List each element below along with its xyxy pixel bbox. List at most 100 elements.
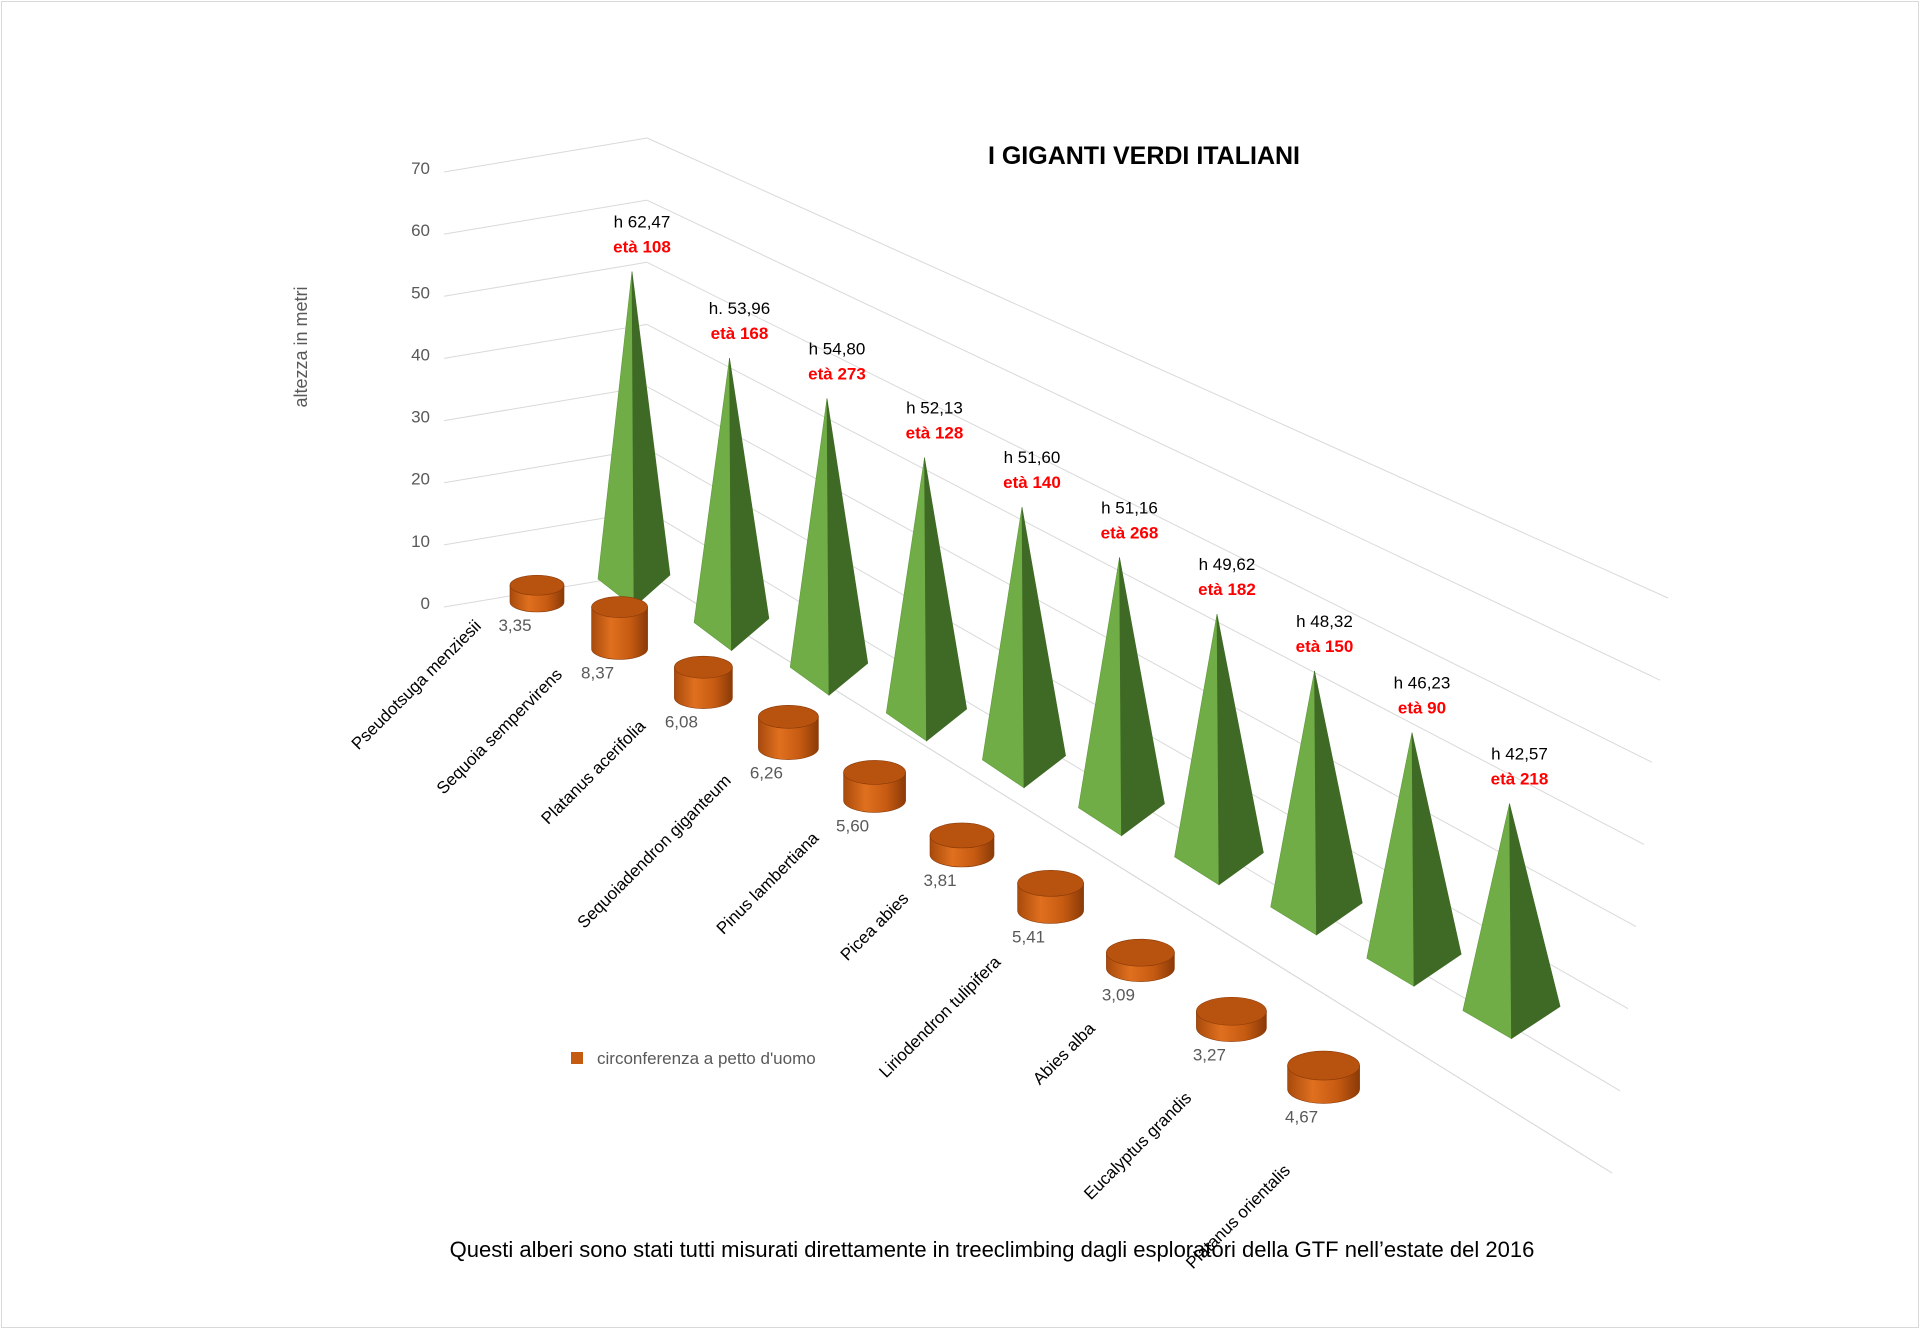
gridline — [646, 137, 1669, 599]
gridline — [646, 323, 1645, 845]
age-label: età 90 — [1398, 699, 1446, 718]
circumference-label: 5,41 — [1012, 927, 1045, 946]
height-pyramid — [1366, 732, 1415, 987]
circumference-label: 8,37 — [581, 663, 614, 682]
gridline-wall — [443, 386, 648, 422]
circumference-label: 6,26 — [750, 764, 783, 783]
height-pyramid — [982, 507, 1025, 789]
height-pyramid-shade — [729, 358, 770, 652]
height-pyramid-shade — [1411, 732, 1462, 987]
height-pyramid-shade — [631, 271, 671, 608]
circumference-cylinder-top — [509, 574, 565, 596]
height-pyramid — [1270, 670, 1317, 936]
category-label: Pseudotsuga menziesii — [348, 616, 485, 753]
circumference-cylinder-top — [1017, 870, 1084, 897]
height-pyramid-shade — [924, 457, 968, 742]
age-label: età 140 — [1003, 473, 1061, 492]
height-pyramid-shade — [1119, 557, 1165, 837]
gridline-wall — [443, 261, 648, 297]
height-pyramid-shade — [1216, 614, 1264, 886]
gridline-wall — [443, 199, 648, 235]
height-pyramid — [885, 457, 927, 742]
circumference-cylinder-top — [843, 760, 906, 785]
height-pyramid-shade — [826, 398, 869, 696]
gridline-wall — [443, 323, 648, 359]
category-label: Eucalyptus grandis — [1080, 1088, 1195, 1203]
height-pyramid — [693, 358, 732, 652]
height-pyramid — [1078, 557, 1122, 837]
gridline-wall — [443, 137, 648, 173]
height-label: h. 53,96 — [709, 299, 770, 318]
age-label: età 150 — [1296, 637, 1354, 656]
circumference-cylinder-top — [1287, 1050, 1360, 1081]
circumference-cylinder-top — [674, 655, 733, 679]
circumference-cylinder-top — [929, 822, 995, 849]
y-tick-label: 60 — [411, 221, 430, 240]
circumference-cylinder-top — [758, 704, 819, 729]
age-label: età 273 — [808, 364, 866, 383]
legend-swatch — [571, 1052, 583, 1064]
y-tick-label: 70 — [411, 159, 430, 178]
circumference-label: 6,08 — [665, 713, 698, 732]
height-label: h 51,60 — [1004, 448, 1061, 467]
category-label: Sequoia sempervirens — [433, 665, 566, 798]
data-labels: h 62,47 età 108 3,35 h. 53,96 età 168 8,37 h 5… — [498, 213, 1548, 1127]
y-axis-title: altezza in metri — [291, 286, 311, 407]
height-label: h 49,62 — [1199, 555, 1256, 574]
legend-label: circonferenza a petto d'uomo — [597, 1049, 816, 1068]
height-pyramid-shade — [1314, 670, 1363, 936]
height-label: h 48,32 — [1296, 612, 1353, 631]
category-label: Picea abies — [837, 889, 913, 965]
circumference-cylinder-top — [591, 596, 648, 618]
height-label: h 54,80 — [809, 339, 866, 358]
y-tick-label: 0 — [421, 594, 430, 613]
circumference-cylinder — [758, 716, 819, 760]
plot-area — [509, 271, 1561, 1104]
circumference-label: 3,09 — [1102, 986, 1135, 1005]
circumference-label: 3,27 — [1193, 1046, 1226, 1065]
height-label: h 52,13 — [906, 399, 963, 418]
y-tick-label: 50 — [411, 283, 430, 302]
category-label: Abies alba — [1029, 1019, 1099, 1089]
height-label: h 42,57 — [1491, 745, 1548, 764]
category-label: Liriodendron tulipifera — [875, 952, 1004, 1081]
circumference-label: 3,81 — [923, 871, 956, 890]
y-tick-label: 30 — [411, 408, 430, 427]
gridline — [646, 261, 1653, 763]
height-label: h 51,16 — [1101, 498, 1158, 517]
y-axis: 0 10 20 30 40 50 60 70 — [411, 159, 430, 613]
circumference-cylinder — [674, 666, 733, 709]
y-tick-label: 10 — [411, 532, 430, 551]
y-tick-label: 20 — [411, 470, 430, 489]
age-label: età 268 — [1101, 523, 1159, 542]
height-pyramid — [1174, 614, 1220, 886]
footnote: Questi alberi sono stati tutti misurati … — [450, 1237, 1535, 1262]
circumference-label: 5,60 — [836, 816, 869, 835]
height-pyramid — [597, 271, 635, 608]
age-label: età 168 — [711, 324, 769, 343]
height-pyramid-shade — [1509, 803, 1561, 1040]
category-label: Sequoiadendron giganteum — [574, 771, 735, 932]
height-pyramid-shade — [1021, 507, 1066, 789]
height-pyramid — [789, 398, 830, 696]
age-label: età 128 — [906, 424, 964, 443]
gridline — [646, 199, 1661, 681]
chart-title: I GIGANTI VERDI ITALIANI — [988, 142, 1300, 170]
circumference-cylinder — [591, 606, 648, 660]
category-label: Platanus acerifolia — [538, 716, 650, 828]
gridline — [646, 386, 1637, 928]
age-label: età 218 — [1491, 770, 1549, 789]
y-tick-label: 40 — [411, 345, 430, 364]
height-label: h 46,23 — [1394, 674, 1451, 693]
legend: circonferenza a petto d'uomo — [571, 1049, 816, 1068]
circumference-cylinder-top — [1196, 996, 1267, 1026]
category-label: Pinus lambertiana — [713, 828, 823, 938]
circumference-cylinder-top — [1106, 938, 1175, 967]
age-label: età 108 — [613, 238, 671, 257]
circumference-label: 3,35 — [498, 616, 531, 635]
circumference-label: 4,67 — [1285, 1107, 1318, 1126]
height-label: h 62,47 — [614, 213, 671, 232]
age-label: età 182 — [1198, 580, 1256, 599]
